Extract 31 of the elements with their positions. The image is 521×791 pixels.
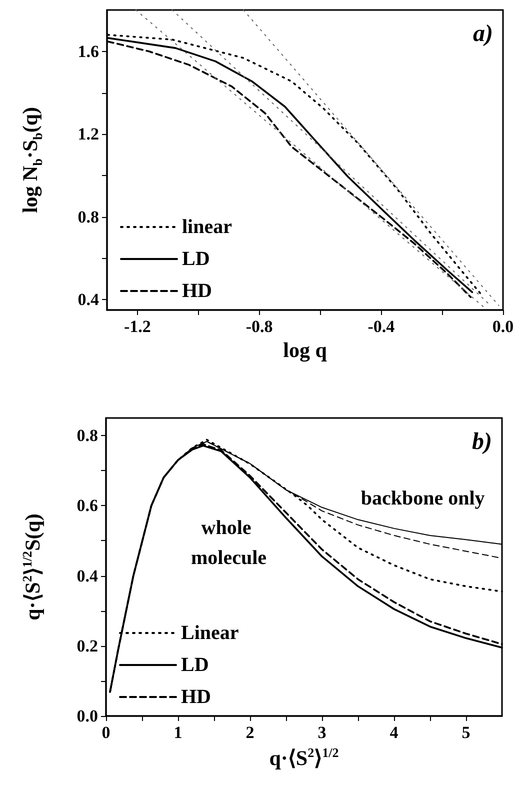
y-tick-label: 0.0 xyxy=(76,706,98,726)
y-tick-label: 0.2 xyxy=(76,636,98,656)
annotation: whole molecule xyxy=(190,517,267,570)
legend-label: LD xyxy=(182,248,210,270)
y-tick-label: 1.2 xyxy=(78,124,99,144)
legend-label: HD xyxy=(181,686,211,708)
x-axis-title: q·⟨S$^{2}$⟩$^{1/2}$ xyxy=(269,745,339,770)
x-tick-label: 3 xyxy=(318,723,326,742)
annotation: a) xyxy=(473,21,494,47)
legend-label: LD xyxy=(181,654,209,676)
x-tick-label: 2 xyxy=(246,723,254,742)
x-axis-title: log q xyxy=(283,338,327,362)
x-tick-label: 4 xyxy=(390,723,399,742)
x-tick-label: 0 xyxy=(102,723,110,742)
x-tick-label: -1.2 xyxy=(124,317,151,336)
x-tick-label: -0.8 xyxy=(246,317,273,336)
annotation: b) xyxy=(472,429,492,455)
x-tick-label: -0.4 xyxy=(368,317,396,336)
x-tick-label: 1 xyxy=(174,723,182,742)
y-tick-label: 0.6 xyxy=(76,496,98,516)
x-tick-label: 5 xyxy=(462,723,470,742)
legend-label: linear xyxy=(182,216,232,238)
y-tick-label: 0.4 xyxy=(78,290,100,310)
x-tick-label: 0.0 xyxy=(492,317,514,336)
y-tick-label: 1.6 xyxy=(78,42,99,61)
legend-label: Linear xyxy=(181,622,239,644)
annotation: backbone only xyxy=(360,487,485,510)
y-tick-label: 0.8 xyxy=(76,426,98,446)
y-tick-label: 0.8 xyxy=(78,207,99,226)
y-tick-label: 0.4 xyxy=(76,566,98,586)
legend-label: HD xyxy=(182,280,212,302)
